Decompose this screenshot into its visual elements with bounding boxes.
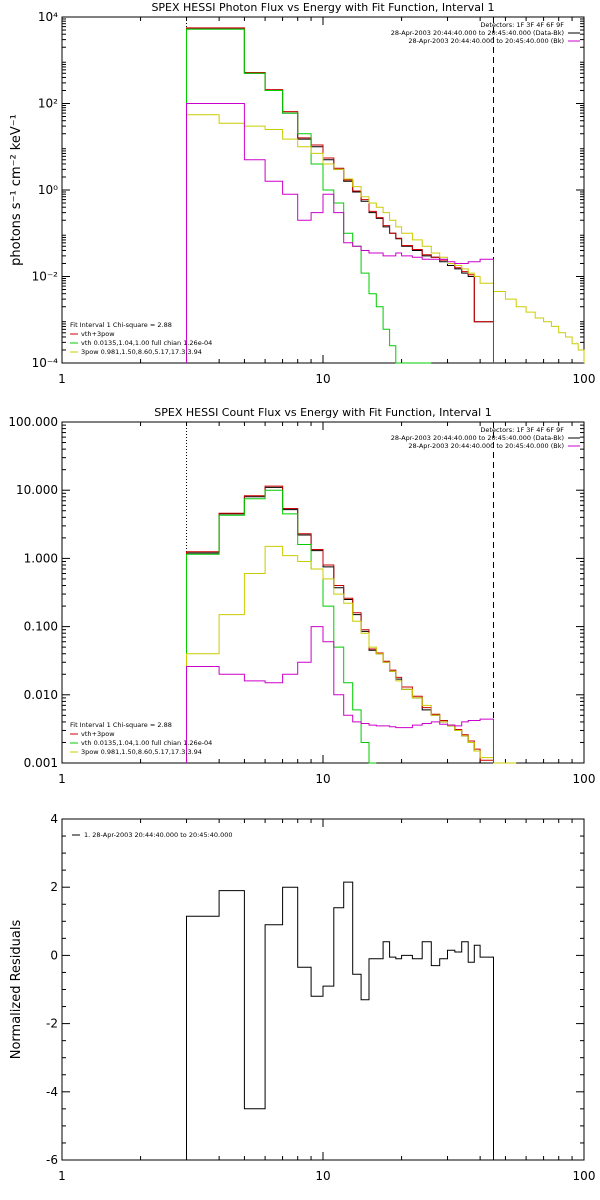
legend-entry: Fit Interval 1 Chi-square = 2.88 — [70, 321, 172, 329]
x-tick-label: 100 — [573, 772, 596, 786]
legend-entry: vth 0.0135,1.04,1.00 full chian 1.26e-04 — [81, 339, 212, 347]
y-tick-label: -2 — [46, 1017, 58, 1031]
y-axis-label: photons s⁻¹ cm⁻² keV⁻¹ — [9, 114, 24, 266]
legend-entry: Fit Interval 1 Chi-square = 2.88 — [70, 721, 172, 729]
y-tick-label: 4 — [50, 812, 58, 826]
header-line: 28-Apr-2003 20:44:40.000 to 20:45:40.000… — [408, 37, 564, 45]
header-line: 28-Apr-2003 20:44:40.000 to 20:45:40.000… — [391, 29, 564, 37]
x-tick-label: 100 — [573, 372, 596, 386]
legend-entry: vth+3pow — [81, 730, 115, 738]
chart-title: SPEX HESSI Photon Flux vs Energy with Fi… — [151, 1, 494, 14]
y-tick-label: 0.100 — [24, 620, 58, 634]
y-tick-label: 10⁻² — [32, 270, 59, 284]
panel-2: SPEX HESSI Count Flux vs Energy with Fit… — [8, 406, 595, 786]
legend-entry: 3pow 0.981,1.50,8.60,5.17,17.3,3.94 — [81, 348, 202, 356]
y-tick-label: 0.010 — [24, 688, 58, 702]
y-tick-label: 10⁴ — [38, 10, 58, 24]
panel-3: 1 10 100 -6 -4 -2 0 2 4 Normalized Residuals 1. 28… — [9, 812, 595, 1183]
series-line-2 — [186, 489, 377, 764]
series-line-1 — [186, 27, 494, 363]
legend-entry: 3pow 0.981,1.50,8.60,5.17,17.3,3.94 — [81, 748, 202, 756]
y-tick-label: 0 — [50, 948, 58, 962]
header-line: Detectors: 1F 3F 4F 6F 9F — [480, 426, 564, 434]
header-line: Detectors: 1F 3F 4F 6F 9F — [480, 21, 564, 29]
y-tick-label: 1.000 — [24, 551, 58, 565]
legend-entry: vth+3pow — [81, 330, 115, 338]
x-tick-label: 10 — [315, 772, 330, 786]
series-line-3 — [186, 114, 585, 363]
x-tick-label: 1 — [58, 772, 66, 786]
y-tick-label: 2 — [50, 880, 58, 894]
y-tick-label: 10² — [38, 97, 58, 111]
legend-entry: 1. 28-Apr-2003 20:44:40.000 to 20:45:40.… — [84, 831, 233, 839]
series-line-3 — [186, 545, 517, 764]
series-line-2 — [186, 28, 432, 364]
series-line-4 — [186, 626, 494, 763]
y-tick-label: 10⁻⁴ — [32, 356, 59, 370]
x-tick-label: 100 — [573, 1169, 596, 1183]
x-tick-label: 10 — [315, 1169, 330, 1183]
y-tick-label: -4 — [46, 1085, 58, 1099]
y-tick-label: -6 — [46, 1153, 58, 1167]
y-tick-label: 10.000 — [16, 483, 58, 497]
y-axis-label: Normalized Residuals — [9, 920, 24, 1060]
legend-entry: vth 0.0135,1.04,1.00 full chian 1.26e-04 — [81, 739, 212, 747]
x-tick-label: 1 — [58, 1169, 66, 1183]
header-line: 28-Apr-2003 20:44:40.000 to 20:45:40.000… — [391, 434, 564, 442]
y-tick-label: 10⁰ — [38, 183, 58, 197]
series-line-4 — [186, 103, 494, 363]
y-tick-label: 0.001 — [24, 756, 58, 770]
x-tick-label: 10 — [315, 372, 330, 386]
series-line-0 — [186, 27, 494, 363]
chart-title: SPEX HESSI Count Flux vs Energy with Fit… — [154, 406, 491, 419]
y-tick-label: 100.000 — [8, 415, 58, 429]
header-line: 28-Apr-2003 20:44:40.000 to 20:45:40.000… — [408, 442, 564, 450]
x-tick-label: 1 — [58, 372, 66, 386]
panel-1: SPEX HESSI Photon Flux vs Energy with Fi… — [9, 1, 595, 386]
series-line-0 — [186, 881, 494, 1160]
